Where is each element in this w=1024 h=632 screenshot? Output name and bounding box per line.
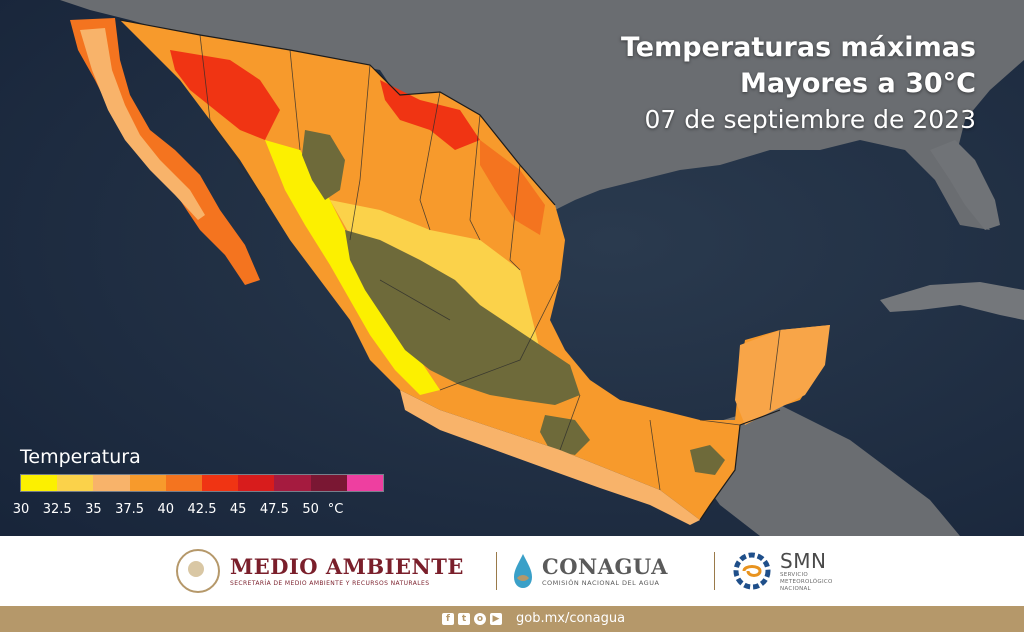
smn-subtitle-3: NACIONAL [780, 585, 811, 592]
youtube-icon[interactable]: ▶ [490, 613, 502, 625]
map-subtitle: Mayores a 30°C [739, 68, 976, 99]
legend-tick-label: 50 [302, 502, 319, 517]
conagua-text: CONAGUA COMISIÓN NACIONAL DEL AGUA [542, 553, 668, 588]
legend-tick-label: 45 [229, 502, 247, 517]
legend-swatch [21, 475, 58, 491]
legend-tick-label: 32.5 [42, 502, 72, 517]
temperature-legend: Temperatura 30 32.5 35 37.5 40 42.5 45 47.5 50 °C [13, 446, 400, 522]
usa-landmass [60, 0, 1024, 230]
legend-swatch [238, 475, 275, 491]
map-title: Temperaturas máximas [620, 32, 976, 63]
facebook-icon[interactable]: f [442, 613, 454, 625]
highlands-oaxaca [540, 415, 590, 455]
mexico-guatemala-border [699, 409, 781, 521]
legend-swatch [310, 475, 347, 491]
smn-emblem-icon [732, 551, 772, 591]
footer-bar [0, 606, 1024, 632]
legend-swatch [129, 475, 166, 491]
legend-ticks: 30 32.5 35 37.5 40 42.5 45 47.5 50 °C [13, 502, 400, 522]
smn-name: SMN [780, 548, 827, 573]
hot-zone-northwest [170, 50, 280, 140]
conagua-logo[interactable]: CONAGUA COMISIÓN NACIONAL DEL AGUA [512, 548, 668, 594]
smn-subtitle-2: METEOROLÓGICO [780, 578, 833, 585]
legend-tick-label: 42.5 [187, 502, 217, 517]
legend-swatch [57, 475, 94, 491]
map-canvas [0, 0, 1024, 536]
legend-tick-label: 37.5 [115, 502, 145, 517]
conagua-name: CONAGUA [542, 553, 668, 579]
yucatan-peninsula [735, 325, 830, 425]
legend-swatch [202, 475, 239, 491]
legend-swatch [274, 475, 311, 491]
water-drop-icon [512, 552, 534, 590]
conagua-subtitle: COMISIÓN NACIONAL DEL AGUA [542, 578, 660, 587]
mexico-us-border [119, 19, 556, 206]
legend-tick-label: 47.5 [259, 502, 289, 517]
baja-inner-band [80, 28, 205, 220]
south-pacific-coast [400, 390, 700, 525]
temperature-map [0, 0, 1024, 536]
cuba-landmass [880, 282, 1024, 320]
medio-ambiente-subtitle: SECRETARÍA DE MEDIO AMBIENTE Y RECURSOS … [230, 579, 430, 587]
footer-divider [714, 552, 715, 590]
smn-logo[interactable]: SMN SERVICIO METEOROLÓGICO NACIONAL [732, 548, 833, 594]
legend-unit-label: °C [327, 502, 344, 517]
smn-text: SMN SERVICIO METEOROLÓGICO NACIONAL [780, 550, 833, 593]
medio-ambiente-logo[interactable]: MEDIO AMBIENTE SECRETARÍA DE MEDIO AMBIE… [176, 548, 464, 594]
map-date: 07 de septiembre de 2023 [644, 105, 976, 134]
legend-swatch [165, 475, 203, 491]
legend-swatch [93, 475, 130, 491]
legend-swatch [346, 475, 384, 491]
legend-tick-label: 40 [157, 502, 175, 517]
legend-color-bar [20, 474, 384, 492]
legend-title: Temperatura [20, 446, 141, 468]
smn-subtitle-1: SERVICIO [780, 571, 809, 578]
legend-tick-label: 30 [12, 502, 30, 517]
highlands-chiapas [690, 445, 725, 475]
footer-divider [496, 552, 497, 590]
footer-logos: MEDIO AMBIENTE SECRETARÍA DE MEDIO AMBIE… [0, 536, 1024, 606]
hot-zone-tamaulipas [480, 140, 545, 235]
instagram-icon[interactable]: o [474, 613, 486, 625]
mexico-seal-icon [176, 549, 220, 593]
baja-california [70, 18, 260, 285]
highlands-sierra [345, 230, 580, 405]
social-links: f t o ▶ gob.mx/conagua [442, 612, 625, 626]
website-link[interactable]: gob.mx/conagua [516, 611, 626, 626]
twitter-icon[interactable]: t [458, 613, 470, 625]
legend-tick-label: 35 [85, 502, 102, 517]
florida-landmass [930, 140, 1000, 230]
map-title-block: Temperaturas máximas Mayores a 30°C 07 d… [621, 30, 976, 138]
central-america-landmass [690, 405, 960, 536]
state-borders [199, 34, 781, 491]
hot-zone-northeast [380, 80, 480, 150]
medio-ambiente-text: MEDIO AMBIENTE SECRETARÍA DE MEDIO AMBIE… [230, 553, 464, 588]
highlands-north [302, 130, 345, 200]
medio-ambiente-name: MEDIO AMBIENTE [230, 553, 464, 579]
